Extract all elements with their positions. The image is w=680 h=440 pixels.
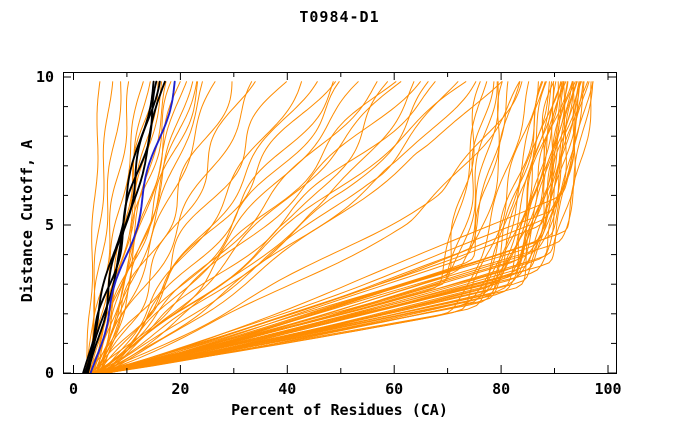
x-tick-label: 0: [69, 380, 78, 398]
model-curve: [106, 81, 402, 373]
model-curve: [98, 81, 553, 373]
model-curve: [101, 81, 415, 373]
model-curve: [97, 81, 488, 373]
model-curve: [99, 81, 544, 373]
reference-curve: [86, 80, 161, 373]
model-curve: [94, 81, 287, 373]
model-curve: [107, 81, 576, 373]
model-curve: [96, 81, 216, 373]
x-tick-label: 80: [492, 380, 510, 398]
model-curve: [102, 81, 359, 373]
model-curve: [96, 81, 578, 373]
model-curve: [91, 81, 555, 373]
model-curve: [88, 81, 144, 373]
model-curve: [104, 81, 340, 373]
model-curve: [104, 81, 594, 373]
model-curve: [96, 81, 592, 373]
y-axis-label: Distance Cutoff, A: [18, 139, 36, 303]
x-tick-label: 60: [385, 380, 403, 398]
model-curve: [85, 81, 101, 373]
chart-title: T0984-D1: [299, 8, 380, 26]
model-curve: [102, 81, 581, 373]
model-curve: [93, 81, 521, 373]
model-curve: [100, 81, 573, 373]
model-curve: [101, 81, 194, 373]
y-tick-label: 5: [45, 216, 54, 234]
model-curve: [99, 81, 334, 373]
model-curve: [91, 81, 499, 373]
model-curve: [99, 81, 167, 373]
model-curve: [105, 81, 559, 373]
model-curve: [106, 81, 565, 373]
model-curve: [89, 81, 233, 373]
model-curve: [92, 81, 388, 373]
model-curve: [90, 81, 530, 373]
model-curve: [98, 81, 520, 373]
x-tick-label: 100: [594, 380, 621, 398]
x-tick-label: 40: [278, 380, 296, 398]
x-axis-label: Percent of Residues (CA): [231, 401, 448, 419]
model-curve: [90, 81, 567, 373]
x-tick-label: 20: [171, 380, 189, 398]
model-curve: [105, 81, 481, 373]
y-tick-label: 10: [36, 68, 54, 86]
model-curve: [97, 81, 459, 373]
model-curve: [91, 81, 172, 373]
y-tick-label: 0: [45, 364, 54, 382]
model-curve: [104, 81, 503, 373]
model-curve: [91, 81, 253, 373]
model-curve: [96, 81, 378, 373]
model-curve: [87, 81, 130, 373]
axis-frame: [63, 72, 617, 374]
model-curve: [93, 81, 565, 373]
model-curve: [95, 81, 523, 373]
model-curve: [86, 81, 114, 373]
model-curve: [91, 81, 336, 373]
model-curve: [98, 81, 256, 373]
model-curve: [95, 81, 594, 373]
highlight-curve: [89, 80, 176, 373]
